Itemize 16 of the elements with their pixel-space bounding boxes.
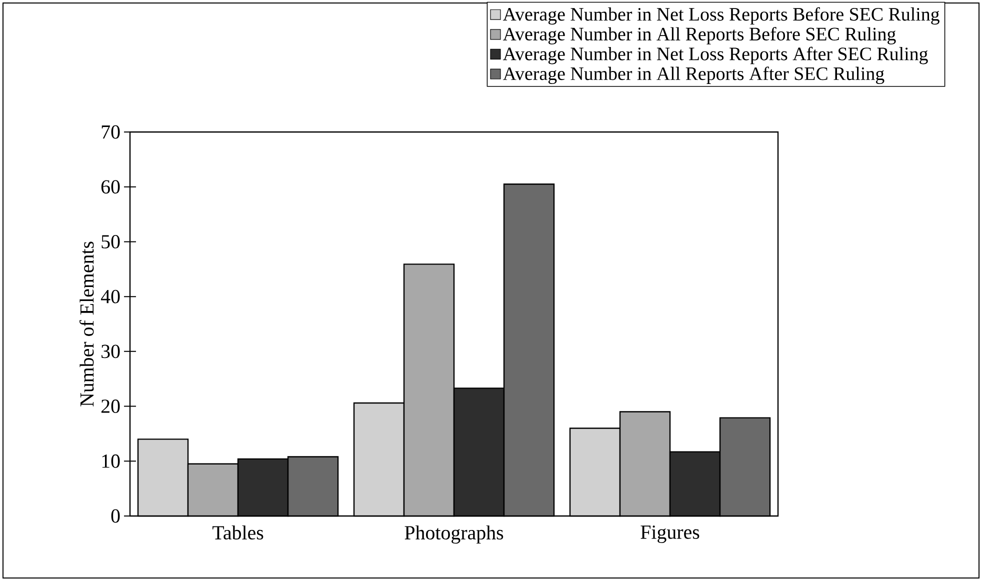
y-axis-title: Number of Elements [80, 242, 94, 406]
x-tick-label: Tables [212, 525, 264, 540]
legend-label: Average Number in All Reports Before SEC Ruling [502, 27, 896, 44]
y-tick-label: 60 [101, 180, 120, 194]
legend-label: Average Number in Net Loss Reports Before SEC Ruling [502, 7, 940, 25]
legend-label: Average Number in All Reports After SEC Ruling [502, 66, 884, 84]
y-tick-label: 70 [102, 125, 120, 139]
y-tick-label: 30 [102, 344, 120, 358]
y-tick-label: 20 [101, 400, 120, 413]
y-tick-label: 10 [102, 454, 120, 468]
y-tick-label: 50 [102, 234, 120, 248]
legend-label: Average Number in Net Loss Reports After SEC Ruling [502, 46, 928, 64]
y-tick-label: 40 [100, 290, 120, 304]
x-tick-label: Photographs [404, 525, 504, 544]
y-tick-label: 0 [111, 509, 120, 523]
x-tick-label: Figures [640, 526, 700, 543]
